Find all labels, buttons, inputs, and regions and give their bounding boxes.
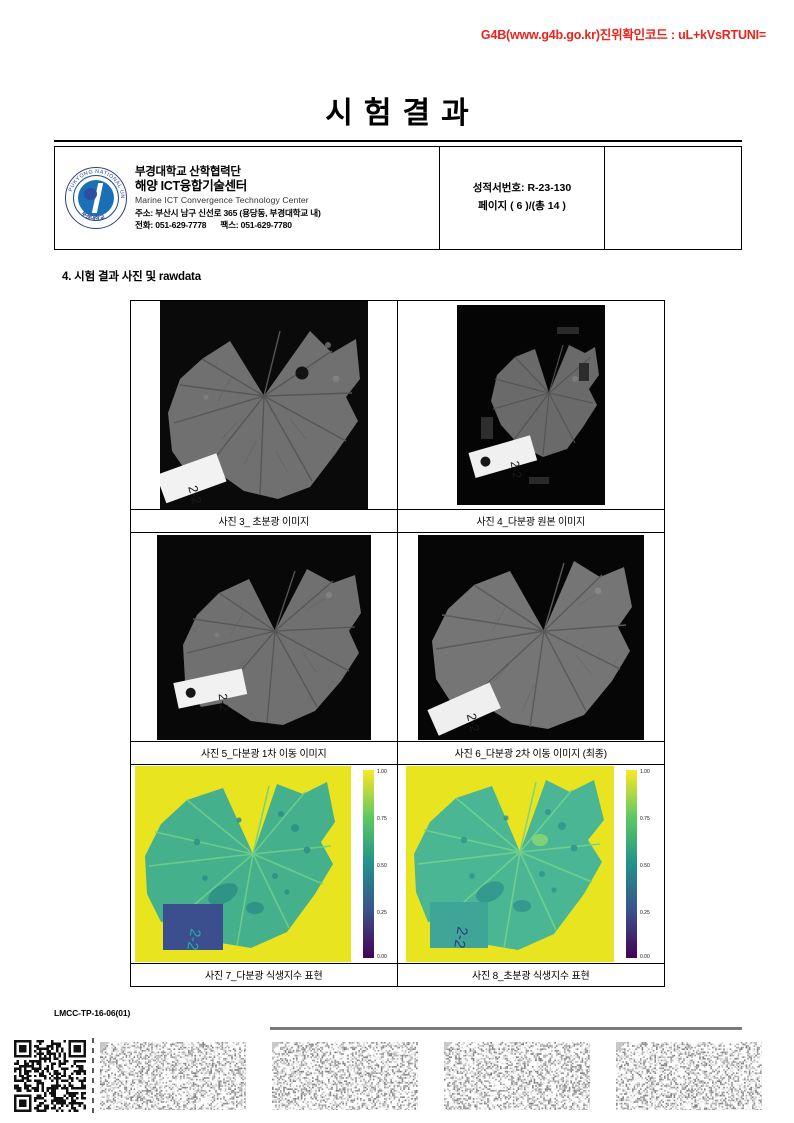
- certificate-number: 성적서번호: R-23-130: [472, 182, 572, 195]
- section-heading: 4. 시험 결과 사진 및 rawdata: [62, 271, 201, 283]
- svg-text:1.00: 1.00: [377, 769, 387, 775]
- security-strip-1: [100, 1042, 246, 1110]
- svg-text:0.25: 0.25: [640, 910, 650, 916]
- photo-cell-6: 2-2 사진 6_다분광 2차 이동 이미지 (최종): [397, 533, 664, 764]
- photo-cell-8: 2-2 1.00 0.75 0.50 0.25 0.00 사진 8_초분광 식생…: [397, 765, 664, 986]
- security-strip-3: [444, 1042, 590, 1110]
- photo-4-image: 2-2: [397, 301, 664, 509]
- photo-3-image: 2-2: [131, 301, 397, 509]
- svg-text:1.00: 1.00: [640, 769, 650, 775]
- photo-4-caption: 사진 4_다분광 원본 이미지: [397, 509, 664, 532]
- svg-text:2-2: 2-2: [507, 460, 524, 480]
- photo-cell-3: 2-2 사진 3_ 초분광 이미지: [131, 301, 398, 532]
- svg-text:2-2: 2-2: [185, 484, 204, 506]
- svg-text:0.50: 0.50: [377, 863, 387, 869]
- svg-text:0.75: 0.75: [640, 816, 650, 822]
- stamp-cell: [605, 147, 741, 249]
- university-logo-icon: PUKYONG NATIONAL UNIVERSITY 부경대학교: [65, 167, 127, 229]
- photo-row: 2-2 사진 5_다분광 1차 이동 이미지: [131, 532, 664, 764]
- verification-code: G4B(www.g4b.go.kr)진위확인코드 : uL+kVsRTUNI=: [480, 28, 766, 42]
- org-address: 주소: 부산시 남구 신선로 365 (용당동, 부경대학교 내): [135, 207, 321, 218]
- footer-rule: [270, 1027, 742, 1030]
- photo-row: 2-2 사진 3_ 초분광 이미지: [131, 301, 664, 532]
- page-title: 시험결과: [325, 97, 480, 130]
- photo-5-image: 2-2: [131, 533, 397, 741]
- svg-text:부경대학교: 부경대학교: [80, 209, 106, 222]
- svg-text:0.25: 0.25: [377, 910, 387, 916]
- form-code: LMCC-TP-16-06(01): [54, 1008, 131, 1018]
- svg-text:0.00: 0.00: [377, 954, 387, 960]
- photo-8-image: 2-2 1.00 0.75 0.50 0.25 0.00: [397, 765, 664, 963]
- photo-row: 2-2 1.00 0.75 0.50 0.25 0.00 사진 7_다분광 식생…: [131, 764, 664, 986]
- photo-7-image: 2-2 1.00 0.75 0.50 0.25 0.00: [131, 765, 397, 963]
- organization-cell: PUKYONG NATIONAL UNIVERSITY 부경대학교 부경대학교 …: [55, 147, 440, 249]
- svg-text:0.00: 0.00: [640, 954, 650, 960]
- org-name-kr-2: 해양 ICT융합기술센터: [135, 179, 248, 194]
- certificate-cell: 성적서번호: R-23-130 페이지 ( 6 )/(총 14 ): [440, 147, 605, 249]
- header-top-rule: [54, 140, 742, 142]
- org-name-en: Marine ICT Convergence Technology Center: [135, 195, 309, 206]
- svg-text:PUKYONG NATIONAL UNIVERSITY: PUKYONG NATIONAL UNIVERSITY: [65, 167, 125, 199]
- org-tel: 전화: 051-629-7778: [135, 220, 207, 231]
- logo-arc-text: PUKYONG NATIONAL UNIVERSITY: [65, 167, 125, 199]
- org-fax: 팩스: 051-629-7780: [220, 220, 292, 231]
- photo-6-image: 2-2: [397, 533, 664, 741]
- security-strip-2: [272, 1042, 418, 1110]
- security-strip-4: [616, 1042, 762, 1110]
- photo-5-caption: 사진 5_다분광 1차 이동 이미지: [131, 741, 397, 764]
- org-contact: 전화: 051-629-7778 팩스: 051-629-7780: [135, 220, 321, 230]
- result-photo-grid: 2-2 사진 3_ 초분광 이미지: [130, 300, 665, 987]
- svg-text:2-2: 2-2: [450, 925, 471, 949]
- photo-cell-5: 2-2 사진 5_다분광 1차 이동 이미지: [131, 533, 398, 764]
- svg-text:2-2: 2-2: [215, 692, 231, 711]
- report-header-table: PUKYONG NATIONAL UNIVERSITY 부경대학교 부경대학교 …: [54, 146, 742, 250]
- perforation-line: [92, 1038, 94, 1116]
- org-name-kr-1: 부경대학교 산학협력단: [135, 166, 241, 179]
- photo-cell-4: 2-2 사진 4_다분광 원본 이미지: [397, 301, 664, 532]
- photo-8-caption: 사진 8_초분광 식생지수 표현: [397, 963, 664, 986]
- photo-3-caption: 사진 3_ 초분광 이미지: [131, 509, 397, 532]
- svg-text:2-2: 2-2: [463, 711, 482, 733]
- photo-7-caption: 사진 7_다분광 식생지수 표현: [131, 963, 397, 986]
- organization-text: 부경대학교 산학협력단 해양 ICT융합기술센터 Marine ICT Conv…: [135, 165, 321, 231]
- photo-cell-7: 2-2 1.00 0.75 0.50 0.25 0.00 사진 7_다분광 식생…: [131, 765, 398, 986]
- qr-code: [14, 1040, 86, 1112]
- photo-6-caption: 사진 6_다분광 2차 이동 이미지 (최종): [397, 741, 664, 764]
- svg-text:0.50: 0.50: [640, 863, 650, 869]
- svg-text:2-2: 2-2: [183, 927, 204, 951]
- page-info: 페이지 ( 6 )/(총 14 ): [478, 200, 566, 212]
- svg-text:0.75: 0.75: [377, 816, 387, 822]
